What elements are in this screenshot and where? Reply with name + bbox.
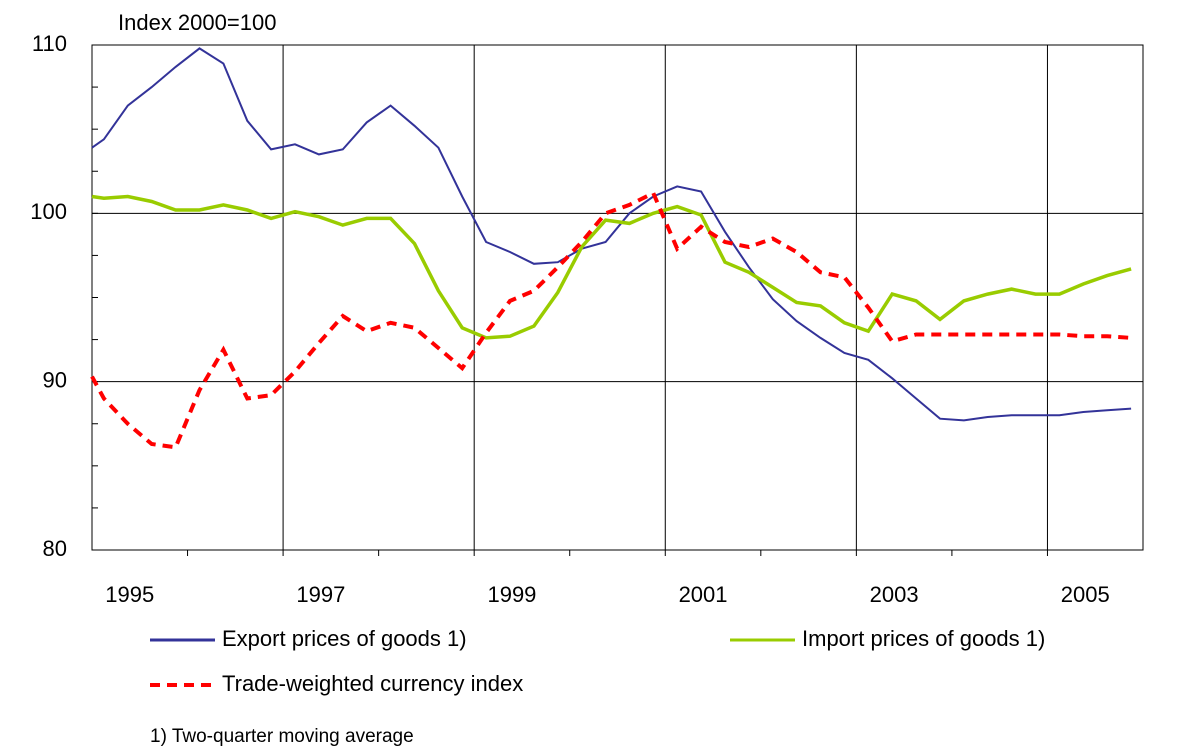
y-tick-label: 80 — [43, 536, 67, 561]
series-line — [91, 194, 1132, 340]
x-tick-label: 2005 — [1061, 582, 1110, 607]
x-tick-label: 1995 — [105, 582, 154, 607]
y-tick-label: 90 — [43, 367, 67, 392]
legend-label: Export prices of goods 1) — [222, 626, 467, 651]
legend-label: Trade-weighted currency index — [222, 671, 523, 696]
x-tick-label: 1997 — [296, 582, 345, 607]
x-tick-label: 2001 — [679, 582, 728, 607]
footnote: 1) Two-quarter moving average — [150, 726, 414, 747]
y-tick-label: 110 — [32, 31, 67, 56]
y-tick-label: 100 — [30, 199, 67, 224]
chart-title: Index 2000=100 — [118, 10, 276, 35]
series-line — [91, 47, 1132, 422]
x-tick-label: 1999 — [487, 582, 536, 607]
series-line — [90, 190, 1132, 450]
legend-label: Import prices of goods 1) — [802, 626, 1045, 651]
x-tick-label: 2003 — [870, 582, 919, 607]
plot-area — [91, 44, 1144, 551]
